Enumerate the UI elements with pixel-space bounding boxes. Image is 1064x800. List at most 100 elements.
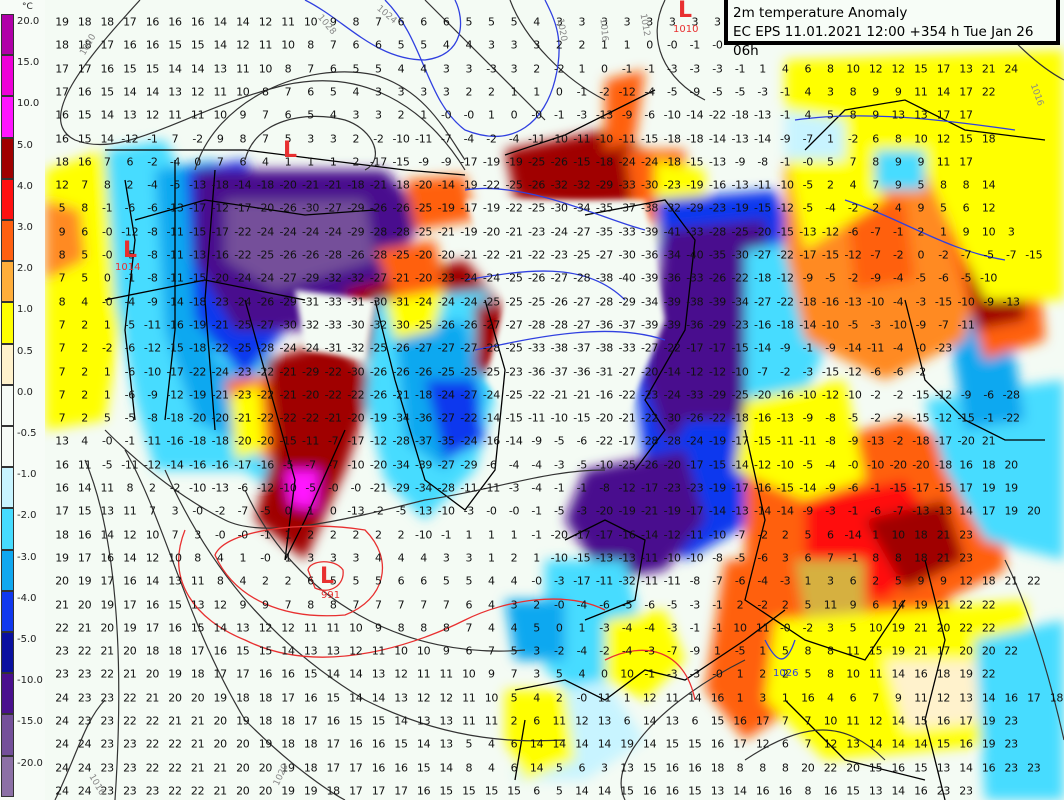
grid-value: -20: [415, 178, 433, 192]
grid-value: -1: [802, 341, 814, 355]
grid-value: 18: [710, 761, 725, 775]
grid-value: -19: [369, 411, 387, 425]
grid-value: 7: [103, 155, 111, 169]
grid-value: 4: [827, 691, 834, 705]
grid-value: -29: [347, 225, 365, 239]
grid-value: 8: [307, 598, 314, 611]
grid-value: 6: [623, 714, 631, 728]
grid-value: 5: [555, 761, 563, 775]
grid-value: -9: [147, 388, 158, 402]
grid-value: -29: [708, 388, 726, 402]
grid-value: 2: [736, 598, 744, 611]
grid-value: -0: [576, 691, 588, 705]
grid-value: 23: [123, 761, 137, 775]
grid-value: 23: [959, 551, 973, 565]
grid-value: -25: [505, 178, 523, 192]
grid-value: 20: [213, 714, 227, 728]
legend-label: -0.5: [17, 428, 37, 439]
grid-value: -20: [663, 458, 681, 472]
grid-value: -15: [821, 248, 839, 262]
grid-value: 1: [759, 644, 766, 658]
grid-value: 7: [58, 318, 66, 332]
grid-value: 14: [123, 85, 137, 99]
grid-value: 14: [281, 644, 295, 658]
grid-value: 7: [58, 388, 66, 402]
grid-value: 2: [510, 714, 518, 728]
grid-value: 7: [872, 691, 879, 705]
grid-value: -37: [550, 365, 568, 378]
grid-value: 12: [981, 201, 996, 215]
grid-value: -5: [802, 178, 814, 192]
grid-value: 15: [77, 132, 92, 145]
grid-value: 8: [420, 621, 427, 635]
grid-value: 15: [371, 714, 386, 728]
grid-value: 2: [827, 178, 834, 192]
grid-value: 20: [959, 644, 973, 658]
grid-value: 5: [284, 132, 292, 145]
grid-value: -2: [599, 644, 610, 658]
grid-value: -10: [415, 528, 433, 542]
legend-swatch: [1, 549, 14, 591]
grid-value: -12: [663, 528, 681, 542]
grid-value: -10: [867, 295, 885, 309]
grid-value: 6: [375, 38, 382, 52]
grid-value: 6: [307, 85, 314, 99]
grid-value: -20: [754, 225, 772, 239]
grid-value: 9: [940, 574, 947, 588]
grid-value: 17: [77, 62, 92, 76]
grid-value: 2: [510, 551, 518, 565]
grid-value: -2: [802, 621, 814, 635]
grid-value: 8: [827, 62, 834, 76]
grid-value: 6: [849, 574, 857, 588]
grid-value: 14: [642, 737, 657, 751]
grid-value: -35: [437, 434, 455, 448]
grid-value: -26: [369, 365, 387, 378]
grid-value: -19: [460, 225, 478, 239]
grid-value: 22: [145, 714, 160, 728]
grid-value: 1: [759, 62, 766, 76]
grid-value: 5: [940, 201, 947, 215]
grid-value: 22: [123, 714, 137, 728]
grid-value: -19: [482, 155, 500, 169]
grid-value: 2: [781, 528, 789, 542]
grid-value: -9: [847, 434, 859, 448]
grid-value: 16: [303, 691, 318, 705]
grid-value: 16: [959, 737, 973, 751]
grid-value: -15: [754, 201, 772, 215]
grid-value: -3: [599, 621, 610, 635]
grid-value: 3: [307, 132, 314, 145]
grid-value: 13: [213, 62, 227, 76]
grid-value: -5: [802, 458, 814, 472]
grid-value: -30: [550, 201, 568, 215]
grid-value: -13: [166, 201, 184, 215]
grid-value: 4: [488, 761, 495, 775]
grid-value: 3: [601, 15, 608, 29]
grid-value: 16: [77, 528, 92, 542]
grid-value: -11: [302, 434, 320, 448]
grid-value: -5: [983, 248, 994, 262]
grid-value: 8: [759, 761, 766, 775]
grid-value: 23: [145, 784, 160, 798]
grid-value: 15: [914, 62, 928, 76]
grid-value: 10: [981, 225, 996, 239]
grid-value: 23: [55, 644, 69, 658]
grid-value: 13: [168, 574, 182, 588]
grid-value: -13: [595, 108, 613, 122]
grid-value: -27: [505, 318, 523, 332]
grid-value: 18: [258, 714, 273, 728]
grid-value: 14: [597, 784, 612, 798]
grid-value: 13: [100, 504, 114, 518]
grid-value: -20: [482, 225, 500, 239]
grid-value: -29: [686, 201, 704, 215]
grid-value: 14: [552, 737, 566, 751]
grid-value: 3: [510, 38, 518, 52]
grid-value: 5: [352, 574, 360, 588]
grid-value: 11: [190, 108, 205, 122]
grid-value: 15: [439, 784, 453, 798]
grid-value: 17: [936, 108, 951, 122]
grid-value: -6: [124, 201, 136, 215]
grid-value: 13: [190, 598, 205, 611]
color-legend: °C 20.0 15.0 10.0 5.0 4.0 3.0 2.0 1.0 0.5 0.0 -0.5…: [0, 0, 46, 800]
grid-value: 24: [77, 784, 92, 798]
grid-value: -9: [780, 132, 791, 145]
